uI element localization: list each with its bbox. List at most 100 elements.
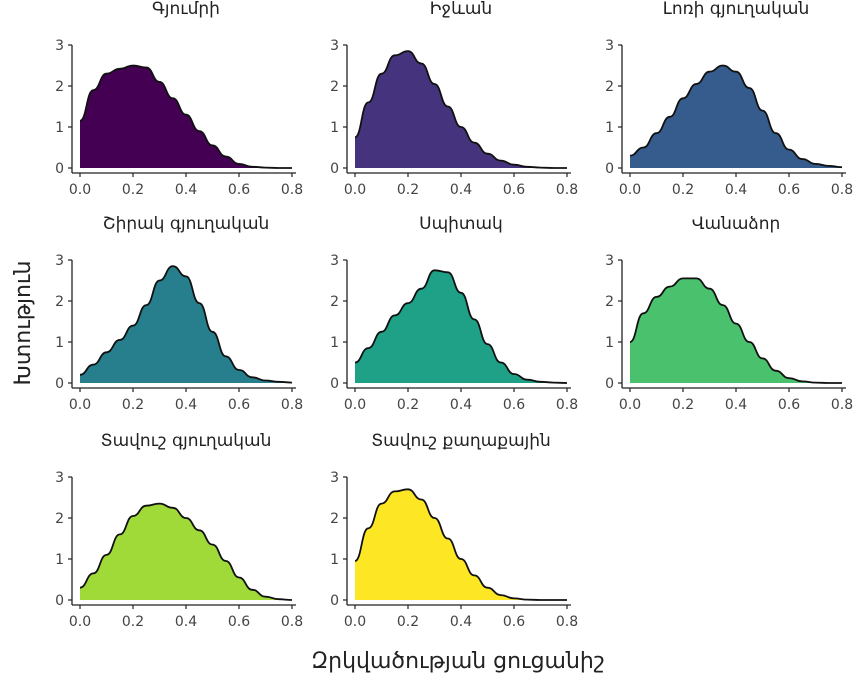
x-tick-label: 0.4 (725, 182, 747, 198)
x-tick-label: 0.6 (503, 397, 525, 413)
x-tick-label: 0.4 (175, 182, 197, 198)
y-tick-label: 0 (605, 161, 614, 177)
y-tick-label: 3 (605, 38, 614, 54)
panel-title: Լոռի գյուղական (663, 0, 809, 19)
density-line (354, 488, 567, 601)
panel-title: Վանաձոր (692, 214, 781, 234)
density-line (629, 64, 843, 169)
y-tick-label: 2 (330, 294, 339, 310)
panel-title: Գյումրի (152, 0, 220, 19)
y-tick-label: 2 (330, 79, 339, 95)
x-tick-label: 0.2 (672, 182, 694, 198)
y-axis-title: Խտություն (11, 261, 36, 386)
y-tick-label: 2 (55, 511, 64, 527)
density-area (80, 503, 292, 600)
panel-3: Լոռի գյուղական 0 1 2 3 0.0 0.2 0.4 0.6 0.8 (605, 0, 853, 198)
panel-title: Տավուշ քաղաքային (371, 431, 551, 451)
y-tick-label: 0 (330, 161, 339, 177)
panel-8: Տավուշ քաղաքային 0 1 2 3 0.0 0.2 0.4 0.6 0.8 (330, 431, 578, 630)
x-tick-label: 0.6 (778, 397, 800, 413)
panel-5: Սպիտակ 0 1 2 3 0.0 0.2 0.4 0.6 0.8 (330, 214, 578, 413)
y-tick-label: 3 (55, 470, 64, 486)
x-tick-label: 0.6 (503, 614, 525, 630)
panel-title: Շիրակ գյուղական (103, 214, 270, 234)
density-line (79, 64, 292, 169)
panel-4: Շիրակ գյուղական 0 1 2 3 0.0 0.2 0.4 0.6 0.8 (55, 214, 303, 413)
panel-title: Սպիտակ (419, 214, 503, 234)
x-tick-label: 0.6 (228, 182, 250, 198)
y-tick-label: 3 (55, 38, 64, 54)
facet-panels: Գյումրի 0 1 2 3 0.0 0.2 0.4 0.6 0.8 Իջևան 0 1 2 3 0.0 0.… (55, 0, 853, 630)
x-tick-label: 0.0 (344, 397, 366, 413)
panel-1: Գյումրի 0 1 2 3 0.0 0.2 0.4 0.6 0.8 (55, 0, 303, 198)
x-tick-label: 0.2 (397, 397, 419, 413)
density-area (80, 266, 292, 383)
x-tick-label: 0.8 (831, 182, 853, 198)
y-tick-label: 3 (55, 253, 64, 269)
x-tick-label: 0.0 (344, 614, 366, 630)
y-tick-label: 1 (55, 552, 64, 568)
x-tick-label: 0.4 (725, 397, 747, 413)
panel-title: Իջևան (430, 0, 492, 19)
y-tick-label: 2 (605, 294, 614, 310)
panel-7: Տավուշ գյուղական 0 1 2 3 0.0 0.2 0.4 0.6 0.8 (55, 431, 303, 630)
density-area (630, 278, 842, 383)
x-tick-label: 0.8 (281, 182, 303, 198)
panel-title: Տավուշ գյուղական (101, 431, 272, 451)
density-area (80, 65, 292, 168)
density-line (79, 502, 293, 601)
y-tick-label: 1 (605, 120, 614, 136)
x-tick-label: 0.8 (556, 397, 578, 413)
y-tick-label: 1 (55, 335, 64, 351)
density-area (355, 489, 567, 600)
y-tick-label: 1 (55, 120, 64, 136)
y-tick-label: 1 (330, 552, 339, 568)
y-tick-label: 3 (330, 38, 339, 54)
x-tick-label: 0.8 (281, 397, 303, 413)
x-tick-label: 0.0 (344, 182, 366, 198)
x-tick-label: 0.0 (69, 614, 91, 630)
x-tick-label: 0.4 (175, 614, 197, 630)
y-tick-label: 3 (330, 253, 339, 269)
y-tick-label: 0 (330, 593, 339, 609)
x-tick-label: 0.2 (122, 182, 144, 198)
y-tick-label: 0 (55, 376, 64, 392)
x-tick-label: 0.6 (778, 182, 800, 198)
y-tick-label: 2 (605, 79, 614, 95)
density-line (354, 50, 567, 169)
y-tick-label: 0 (605, 376, 614, 392)
x-tick-label: 0.4 (450, 397, 472, 413)
y-tick-label: 0 (55, 161, 64, 177)
x-tick-label: 0.2 (122, 397, 144, 413)
y-tick-label: 2 (55, 79, 64, 95)
density-area (355, 270, 567, 383)
y-tick-label: 1 (330, 335, 339, 351)
x-axis-title: Զրկվածության ցուցանիշ (311, 649, 605, 674)
x-tick-label: 0.0 (69, 397, 91, 413)
density-line (79, 265, 293, 384)
y-tick-label: 1 (605, 335, 614, 351)
density-area (630, 65, 842, 168)
x-tick-label: 0.4 (450, 614, 472, 630)
x-tick-label: 0.2 (122, 614, 144, 630)
y-tick-label: 3 (605, 253, 614, 269)
x-tick-label: 0.8 (831, 397, 853, 413)
panel-2: Իջևան 0 1 2 3 0.0 0.2 0.4 0.6 0.8 (330, 0, 578, 198)
x-tick-label: 0.2 (397, 614, 419, 630)
x-tick-label: 0.2 (397, 182, 419, 198)
x-tick-label: 0.0 (69, 182, 91, 198)
x-tick-label: 0.6 (503, 182, 525, 198)
x-tick-label: 0.0 (619, 397, 641, 413)
x-tick-label: 0.6 (228, 614, 250, 630)
x-tick-label: 0.6 (228, 397, 250, 413)
y-tick-label: 1 (330, 120, 339, 136)
x-tick-label: 0.4 (175, 397, 197, 413)
y-tick-label: 3 (330, 470, 339, 486)
y-tick-label: 0 (330, 376, 339, 392)
x-tick-label: 0.0 (619, 182, 641, 198)
x-tick-label: 0.2 (672, 397, 694, 413)
density-area (355, 51, 567, 168)
x-tick-label: 0.8 (556, 614, 578, 630)
panel-6: Վանաձոր 0 1 2 3 0.0 0.2 0.4 0.6 0.8 (605, 214, 853, 413)
